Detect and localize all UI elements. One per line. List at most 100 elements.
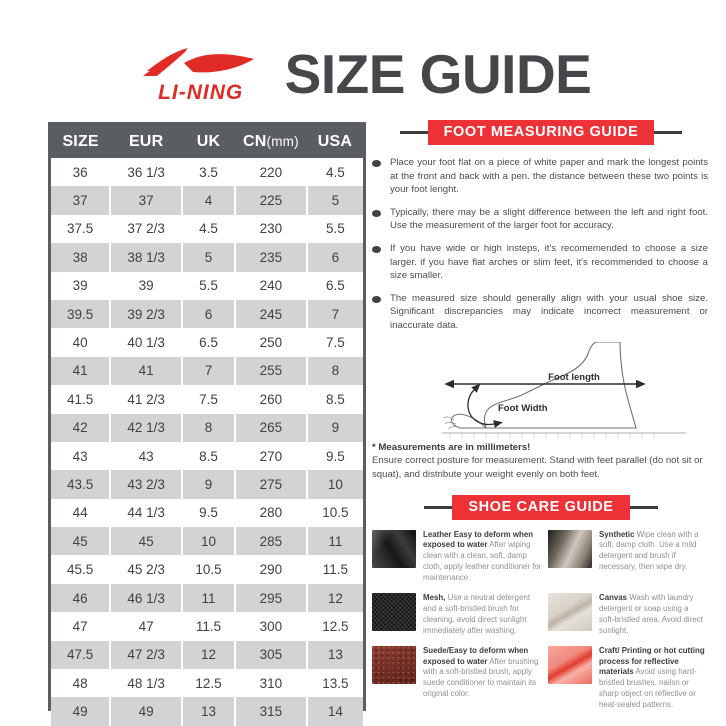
table-cell: 5 bbox=[306, 186, 363, 215]
table-cell: 42 1/3 bbox=[110, 413, 184, 442]
care-item-text: Canvas Wash with laundry detergent or so… bbox=[599, 593, 706, 637]
mesh-swatch bbox=[372, 593, 416, 632]
table-cell: 260 bbox=[235, 385, 308, 414]
table-row: 48 48 1/3 12.5 310 13.5 bbox=[51, 669, 363, 698]
column-header-cn: CN(mm) bbox=[235, 125, 307, 158]
table-cell: 37.5 bbox=[51, 214, 112, 244]
table-cell: 310 bbox=[235, 669, 308, 698]
table-cell: 37 bbox=[51, 186, 112, 215]
table-row: 36 36 1/3 3.5 220 4.5 bbox=[51, 158, 363, 187]
bullet-text: If you have wide or high insteps, it's r… bbox=[390, 243, 708, 282]
size-table-body: 36 36 1/3 3.5 220 4.5 37 37 4 225 5 37.5 37 2/3 4.5 2… bbox=[51, 158, 363, 726]
table-cell: 14 bbox=[306, 697, 363, 726]
table-cell: 235 bbox=[235, 243, 308, 272]
brand-logo: LI-NING bbox=[135, 45, 267, 103]
table-cell: 47 2/3 bbox=[110, 640, 184, 670]
li-ning-swoosh-logo-icon bbox=[142, 48, 254, 76]
table-cell: 38 bbox=[51, 243, 112, 272]
table-row: 45.5 45 2/3 10.5 290 11.5 bbox=[51, 555, 363, 584]
table-cell: 10.5 bbox=[182, 555, 237, 584]
table-cell: 8 bbox=[306, 356, 363, 386]
foot-measurement-diagram: Foot length Foot Width bbox=[424, 341, 704, 438]
care-item: Craft/ Printing or hot cutting process f… bbox=[548, 645, 712, 711]
table-cell: 36 bbox=[51, 158, 112, 187]
table-cell: 43 bbox=[51, 441, 112, 471]
table-cell: 9 bbox=[182, 470, 237, 499]
cn-label: CN bbox=[243, 132, 267, 150]
table-row: 43.5 43 2/3 9 275 10 bbox=[51, 470, 363, 499]
table-row: 37 37 4 225 5 bbox=[51, 186, 363, 215]
table-cell: 41.5 bbox=[51, 385, 112, 414]
measurement-note-body: Ensure correct posture for measurement. … bbox=[372, 454, 703, 480]
cn-unit: (mm) bbox=[266, 133, 299, 149]
care-item-title: Craft/ Printing or hot cutting process f… bbox=[599, 645, 705, 677]
table-cell: 45.5 bbox=[51, 555, 112, 584]
table-cell: 8 bbox=[182, 413, 237, 442]
table-cell: 4 bbox=[182, 186, 237, 215]
table-cell: 290 bbox=[235, 555, 308, 584]
table-cell: 7 bbox=[306, 299, 363, 329]
size-table-frame: SIZE EUR UK CN(mm) USA 36 36 1/3 3.5 220 4.5… bbox=[48, 122, 366, 726]
table-row: 43 43 8.5 270 9.5 bbox=[51, 441, 363, 471]
table-cell: 45 bbox=[51, 527, 112, 556]
table-cell: 42 bbox=[51, 413, 112, 442]
table-cell: 10.5 bbox=[306, 498, 363, 528]
bullet-text: The measured size should generally align… bbox=[390, 292, 708, 332]
measurement-note: * Measurements are in millimeters! Ensur… bbox=[372, 442, 708, 482]
page-title: SIZE GUIDE bbox=[284, 42, 592, 105]
table-cell: 9 bbox=[306, 413, 363, 442]
table-cell: 13.5 bbox=[306, 669, 363, 698]
table-cell: 7 bbox=[182, 356, 237, 386]
canvas-swatch bbox=[548, 593, 592, 632]
table-row: 47.5 47 2/3 12 305 13 bbox=[51, 640, 363, 670]
bullet-item: The measured size should generally align… bbox=[372, 292, 708, 333]
table-cell: 6 bbox=[182, 299, 237, 329]
banner-dash-right bbox=[654, 131, 683, 134]
care-item-body: Wash with laundry detergent or soap usin… bbox=[599, 593, 703, 635]
table-cell: 39 2/3 bbox=[110, 299, 184, 329]
care-item-title: Synthetic bbox=[599, 529, 635, 539]
table-cell: 39 bbox=[51, 271, 112, 300]
table-cell: 305 bbox=[235, 640, 308, 670]
table-row: 40 40 1/3 6.5 250 7.5 bbox=[51, 328, 363, 357]
care-item: Leather Easy to deform when exposed to w… bbox=[372, 529, 548, 585]
table-cell: 315 bbox=[235, 697, 308, 726]
reflective-swatch bbox=[548, 645, 592, 684]
table-cell: 12 bbox=[306, 583, 363, 613]
care-item-text: Leather Easy to deform when exposed to w… bbox=[423, 530, 542, 585]
foot-side-profile-diagram-icon: Foot length Foot Width bbox=[442, 341, 686, 438]
banner-dash-left bbox=[399, 131, 428, 134]
foot-measuring-banner-row: FOOT MEASURING GUIDE bbox=[372, 120, 710, 145]
care-item: Canvas Wash with laundry detergent or so… bbox=[548, 593, 712, 637]
foot-length-label: Foot length bbox=[548, 372, 600, 383]
table-cell: 13 bbox=[306, 640, 363, 670]
bullet-text: Place your foot flat on a piece of white… bbox=[390, 157, 708, 196]
table-row: 42 42 1/3 8 265 9 bbox=[51, 413, 363, 442]
size-table: SIZE EUR UK CN(mm) USA 36 36 1/3 3.5 220 4.5… bbox=[51, 125, 363, 726]
care-item-title: Canvas bbox=[599, 593, 628, 603]
table-row: 38 38 1/3 5 235 6 bbox=[51, 243, 363, 272]
table-cell: 45 2/3 bbox=[110, 555, 184, 584]
table-cell: 44 bbox=[51, 498, 112, 528]
table-cell: 41 2/3 bbox=[110, 385, 184, 414]
table-row: 41 41 7 255 8 bbox=[51, 356, 363, 386]
table-cell: 38 1/3 bbox=[110, 243, 184, 272]
table-cell: 39.5 bbox=[51, 299, 112, 329]
table-cell: 8.5 bbox=[182, 441, 237, 471]
table-header-row: SIZE EUR UK CN(mm) USA bbox=[51, 125, 363, 158]
care-banner-dash-right bbox=[629, 505, 658, 509]
brand-wordmark: LI-NING bbox=[158, 81, 244, 104]
table-cell: 49 bbox=[51, 697, 112, 726]
table-cell: 3.5 bbox=[182, 158, 237, 187]
table-row: 47 47 11.5 300 12.5 bbox=[51, 612, 363, 641]
table-row: 44 44 1/3 9.5 280 10.5 bbox=[51, 498, 363, 528]
table-cell: 47 bbox=[51, 612, 112, 641]
bullet-text: Typically, there may be a slight differe… bbox=[390, 206, 708, 232]
bullet-item: If you have wide or high insteps, it's r… bbox=[372, 242, 708, 283]
table-cell: 300 bbox=[235, 612, 308, 641]
table-cell: 12.5 bbox=[306, 612, 363, 641]
foot-measuring-banner: FOOT MEASURING GUIDE bbox=[427, 120, 655, 145]
header: LI-NING SIZE GUIDE bbox=[0, 36, 726, 112]
table-cell: 220 bbox=[235, 158, 308, 187]
